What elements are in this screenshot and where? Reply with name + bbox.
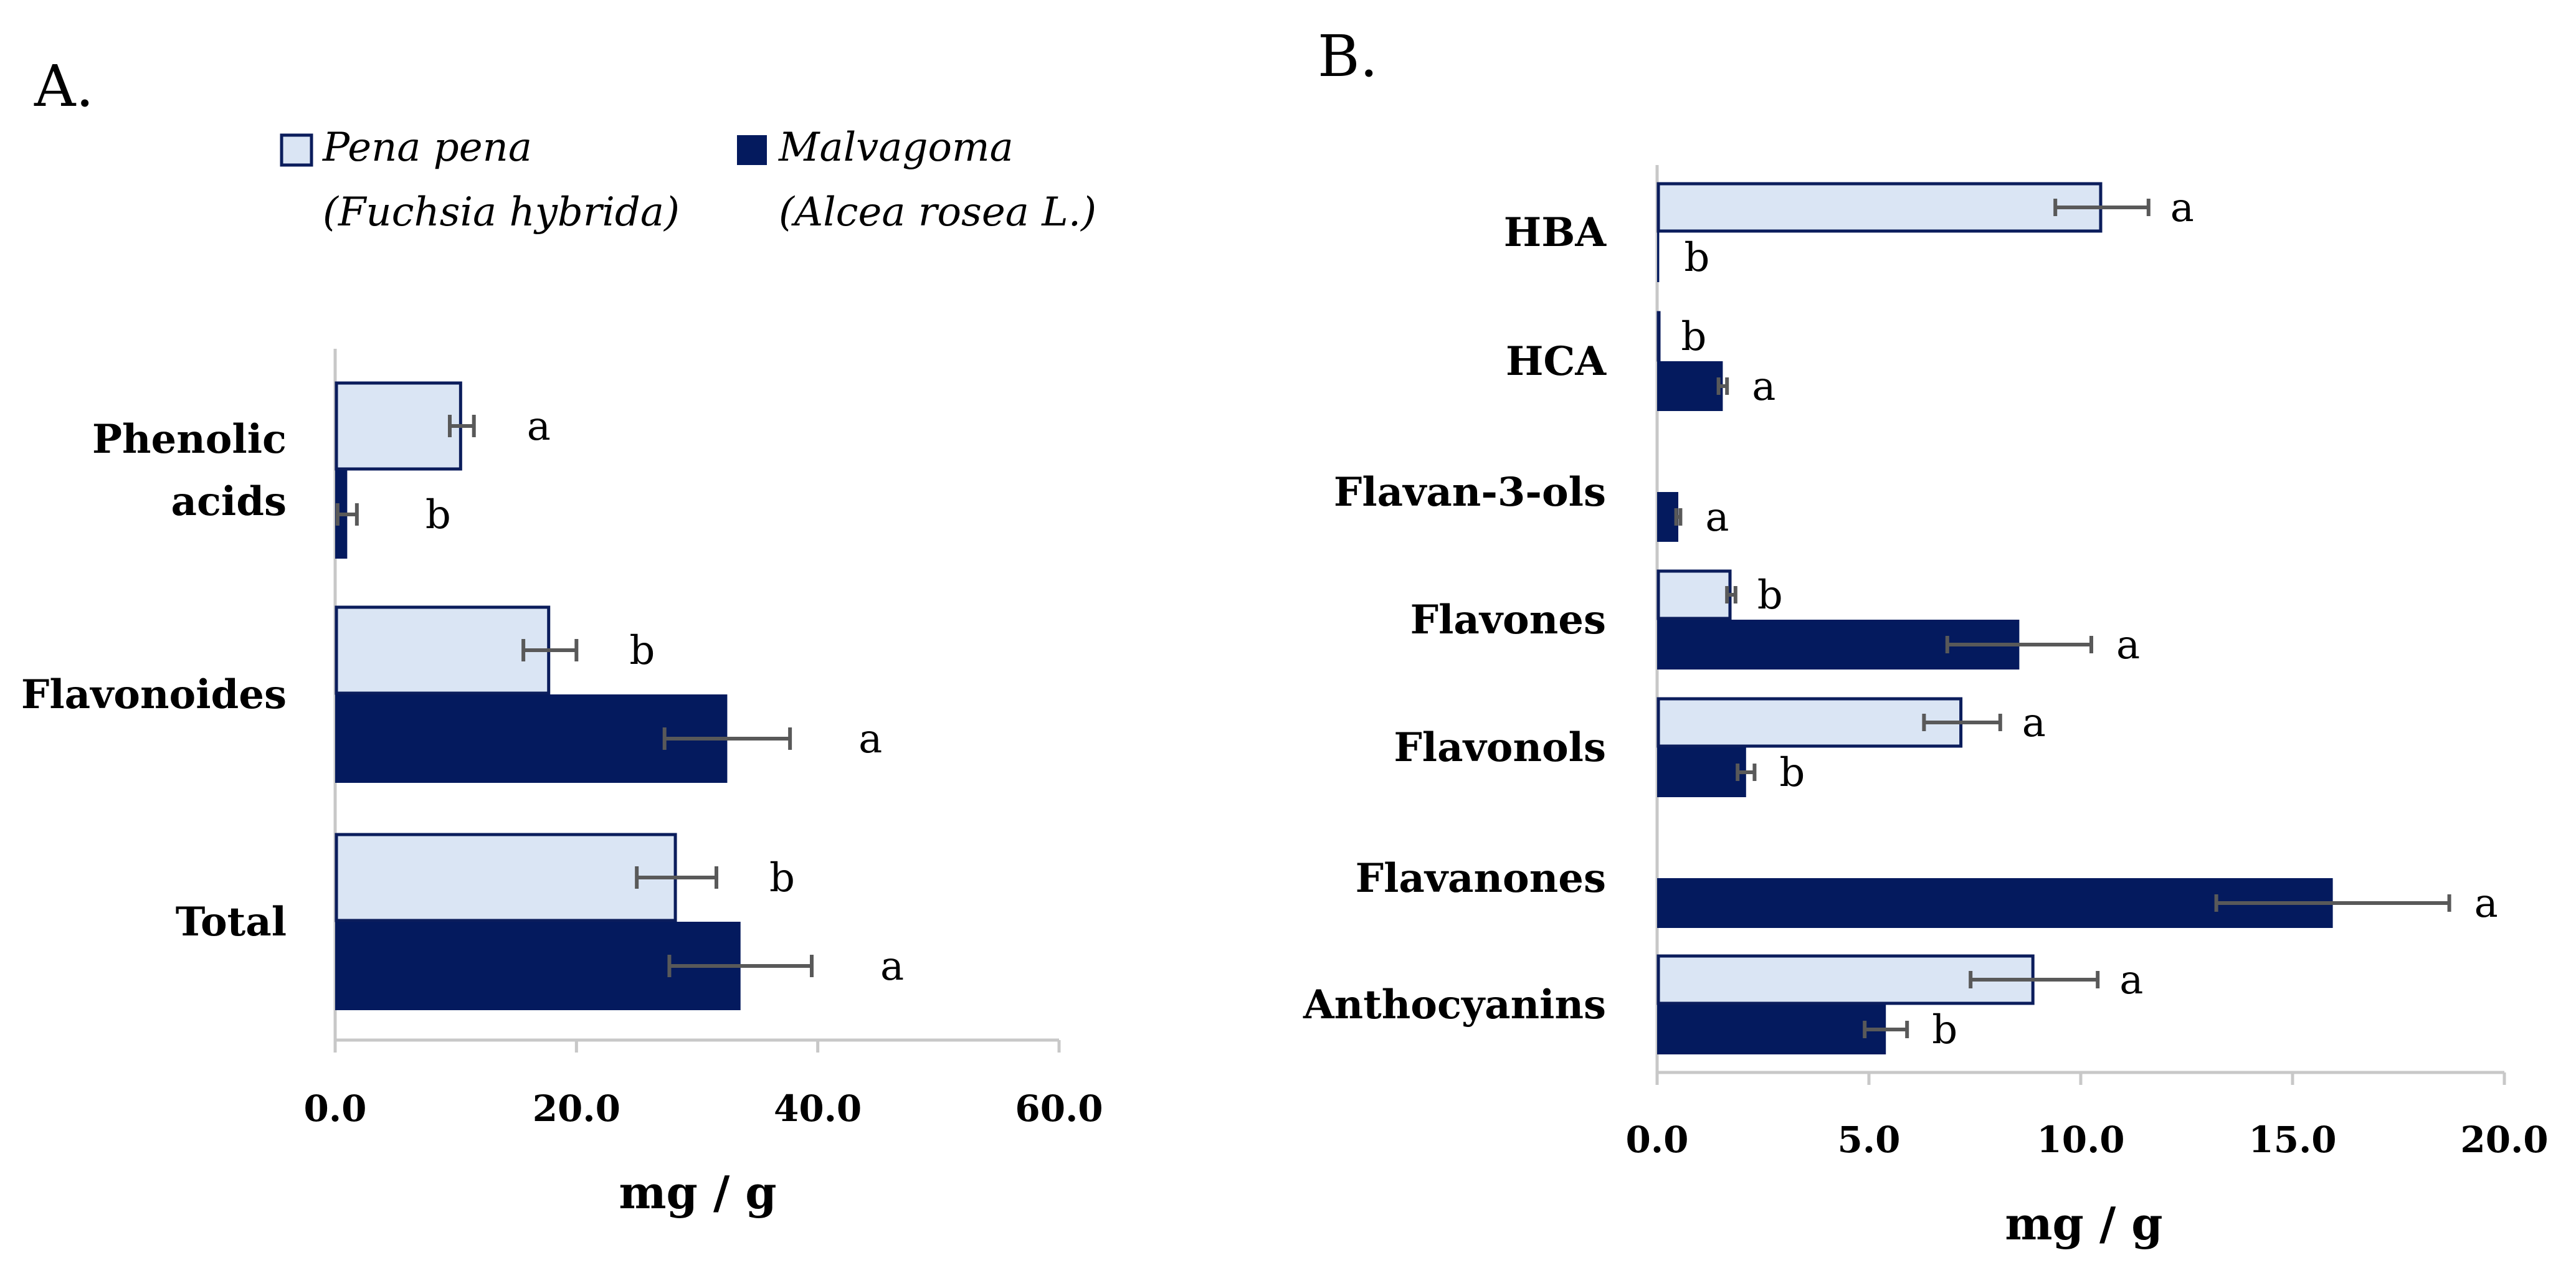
chart-a-bar-pena [335, 381, 462, 471]
chart-b-tick-label: 15.0 [2248, 1119, 2336, 1161]
chart-a-xlabel: mg / g [619, 1166, 776, 1219]
chart-b-tick-label: 0.0 [1626, 1119, 1689, 1161]
chart-b-bar-pena [1656, 697, 1963, 748]
chart-b-significance-letter: b [1932, 1007, 1957, 1053]
chart-b-significance-letter: a [2116, 622, 2140, 668]
legend: Pena pena (Fuchsia hybrida) Malvagoma (A… [280, 125, 1096, 235]
chart-b-bar-malva [1657, 747, 1746, 797]
chart-b-significance-letter: b [1681, 314, 1706, 360]
chart-a-category-label: acids [171, 478, 287, 525]
chart-a: 0.0 20.0 40.0 60.0 Phenolic acids Flavonoides T… [21, 349, 1103, 1130]
chart-a-significance-letter: a [858, 716, 882, 762]
chart-b-category-label: Anthocyanins [1303, 982, 1606, 1028]
chart-b-bar-malva [1657, 361, 1723, 411]
chart-b-tick-label: 5.0 [1838, 1119, 1901, 1161]
chart-a-category-label: Phenolic [92, 416, 287, 463]
chart-a-category-label: Total [176, 899, 287, 945]
chart-a-significance-letter: b [769, 855, 795, 901]
chart-b-category-label: Flavones [1410, 597, 1606, 643]
chart-b-bar-pena [1656, 311, 1661, 362]
chart-b-category-label: Flavonols [1394, 724, 1606, 771]
legend-swatch-malva [737, 135, 767, 165]
panel-label-a: A. [34, 53, 94, 120]
chart-b-significance-letter: b [1757, 572, 1783, 618]
chart-b-bar-malva [1657, 1005, 1886, 1054]
legend-label-pena: Pena pena [322, 125, 532, 171]
chart-b-significance-letter: b [1684, 235, 1709, 281]
chart-b: 0.0 5.0 10.0 15.0 20.0 HBA HCA Flavan-3-ols Flav… [1303, 165, 2549, 1161]
legend-latin-pena: (Fuchsia hybrida) [323, 189, 680, 235]
legend-label-malva: Malvagoma [778, 125, 1014, 171]
chart-a-tick-label: 20.0 [533, 1087, 620, 1130]
panel-label-b: B. [1318, 23, 1378, 90]
chart-b-category-label: HBA [1504, 209, 1607, 256]
chart-a-category-label: Flavonoides [21, 671, 287, 718]
chart-a-bar-malva [335, 694, 728, 783]
chart-a-significance-letter: b [629, 628, 655, 674]
chart-a-significance-letter: a [527, 404, 551, 450]
chart-a-tick-label: 40.0 [774, 1087, 862, 1130]
legend-latin-malva: (Alcea rosea L.) [779, 189, 1096, 235]
chart-b-significance-letter: a [1705, 495, 1729, 541]
chart-b-bar-pena [1656, 182, 2103, 233]
chart-b-significance-letter: a [2119, 957, 2143, 1003]
chart-b-significance-letter: a [2022, 700, 2046, 746]
chart-b-bar-malva [1657, 232, 1660, 282]
chart-a-significance-letter: b [425, 492, 451, 538]
chart-a-tick-label: 0.0 [304, 1087, 367, 1130]
chart-b-tick-label: 20.0 [2460, 1119, 2548, 1161]
chart-a-bar-pena [335, 605, 551, 695]
chart-b-significance-letter: a [2474, 881, 2498, 927]
chart-b-xlabel: mg / g [2005, 1197, 2162, 1250]
chart-a-bar-pena [335, 833, 677, 922]
chart-b-category-label: HCA [1506, 338, 1607, 385]
chart-b-significance-letter: a [2170, 185, 2194, 231]
chart-b-tick-label: 10.0 [2037, 1119, 2124, 1161]
chart-a-significance-letter: a [880, 944, 904, 990]
chart-b-category-label: Flavan-3-ols [1334, 469, 1606, 516]
chart-b-significance-letter: b [1779, 750, 1805, 796]
legend-swatch-pena [280, 133, 313, 167]
chart-a-tick-label: 60.0 [1015, 1087, 1103, 1130]
chart-b-significance-letter: a [1752, 364, 1775, 410]
chart-b-category-label: Flavanones [1356, 855, 1606, 902]
chart-b-bar-pena [1656, 569, 1732, 620]
